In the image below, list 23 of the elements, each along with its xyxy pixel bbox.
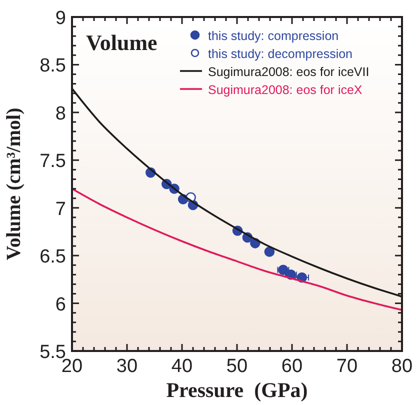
legend-label: this study: compression — [208, 29, 339, 43]
y-tick-label: 7 — [55, 198, 66, 220]
text: Volume — [86, 30, 158, 55]
x-tick-label: 70 — [336, 356, 358, 377]
x-tick-label: 30 — [116, 356, 138, 377]
y-tick-label: 6 — [55, 294, 66, 316]
x-tick-label: 60 — [281, 356, 303, 377]
x-tick-label: 80 — [391, 356, 413, 377]
y-tick-label: 8 — [55, 103, 66, 124]
point — [278, 264, 288, 276]
x-tick-label: 50 — [226, 356, 248, 377]
legend-label: Sugimura2008: eos for iceVII — [208, 65, 370, 79]
y-tick-label: 7.5 — [40, 151, 66, 172]
y-tick-label: 6.5 — [40, 246, 66, 268]
legend-label: Sugimura2008: eos for iceX — [208, 83, 363, 97]
y-tick-label: 9 — [55, 8, 66, 29]
y-tick-label: 8.5 — [40, 56, 66, 77]
x-axis-title: Pressure (GPa) — [166, 378, 308, 402]
line-series — [72, 188, 402, 311]
legend-label: this study: decompression — [208, 47, 353, 61]
point — [264, 246, 275, 257]
y-axis-title: Volume (cm³/mol) — [3, 108, 25, 260]
x-tick-label: 40 — [171, 356, 193, 377]
